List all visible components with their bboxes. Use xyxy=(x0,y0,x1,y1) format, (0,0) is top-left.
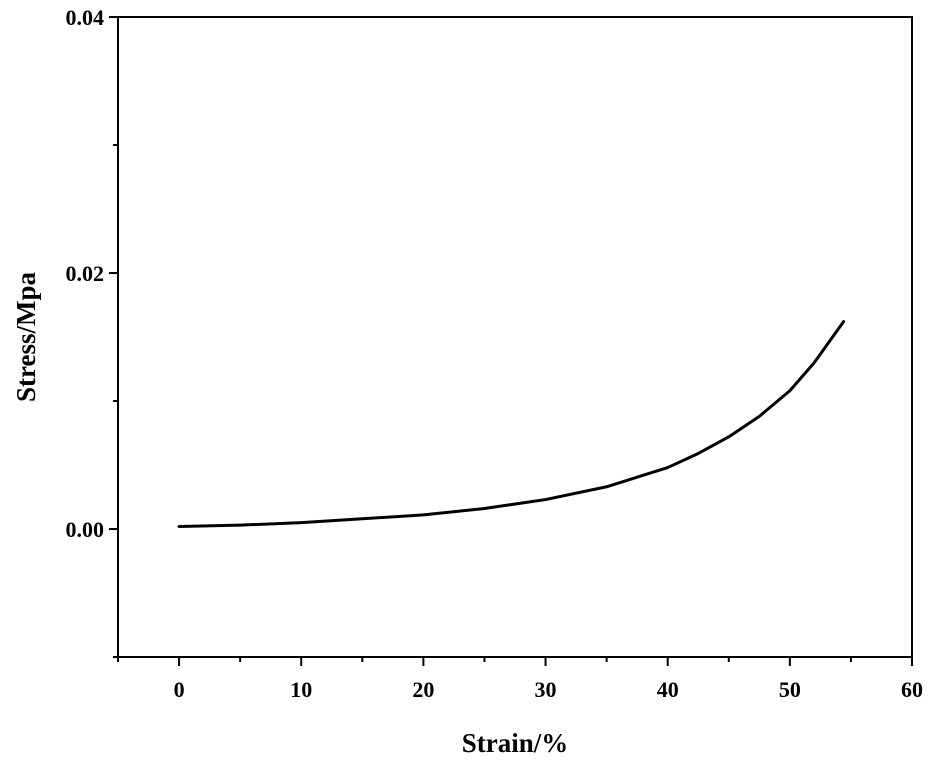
x-tick-label: 60 xyxy=(901,677,923,702)
x-tick-label: 0 xyxy=(174,677,185,702)
x-tick-label: 10 xyxy=(290,677,312,702)
x-tick-label: 30 xyxy=(535,677,557,702)
plot-frame xyxy=(117,16,913,658)
series-line xyxy=(177,320,846,528)
y-axis-ticks: 0.00 0.02 0.04 xyxy=(66,5,118,658)
x-axis-ticks: 0 10 20 30 40 50 60 xyxy=(117,657,923,702)
y-tick-label: 0.04 xyxy=(66,5,105,30)
y-tick-label: 0.00 xyxy=(66,517,105,542)
y-axis-title: Stress/Mpa xyxy=(11,272,41,403)
x-axis-title: Strain/% xyxy=(462,728,569,758)
x-tick-label: 20 xyxy=(412,677,434,702)
x-tick-label: 40 xyxy=(657,677,679,702)
x-tick-label: 50 xyxy=(779,677,801,702)
y-tick-label: 0.02 xyxy=(66,261,105,286)
